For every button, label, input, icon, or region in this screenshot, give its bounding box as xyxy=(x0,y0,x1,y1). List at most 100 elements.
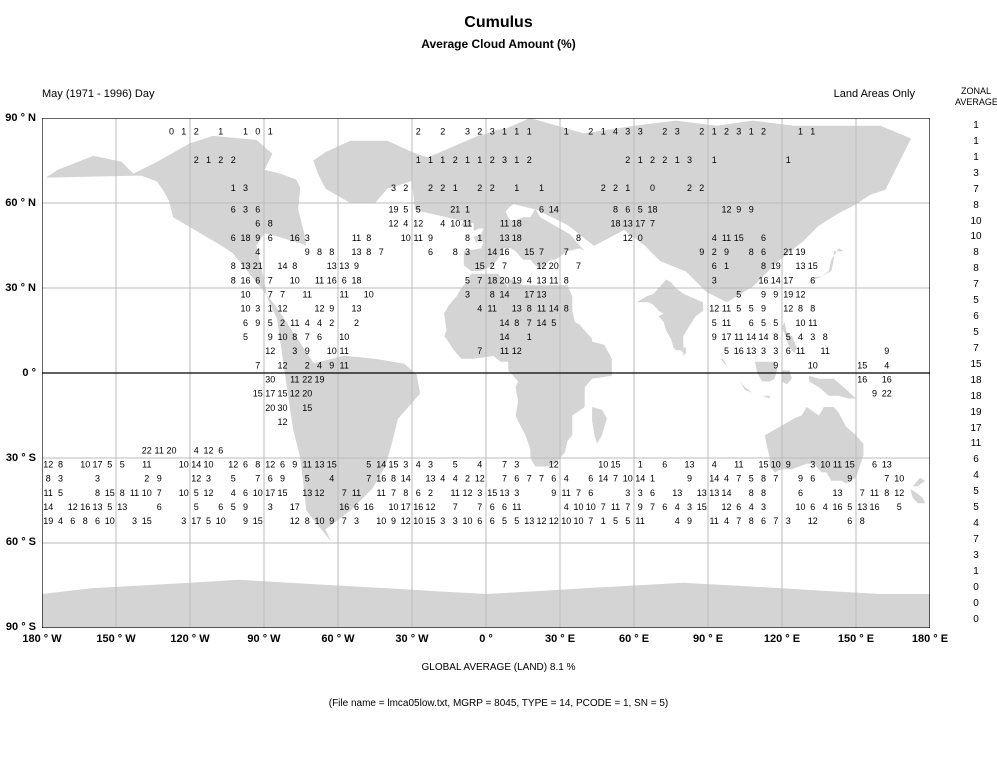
svg-text:11: 11 xyxy=(710,516,719,526)
svg-text:6: 6 xyxy=(749,318,754,328)
svg-text:12: 12 xyxy=(203,445,213,455)
svg-text:11: 11 xyxy=(352,233,361,243)
svg-text:6: 6 xyxy=(490,516,495,526)
svg-text:17: 17 xyxy=(92,459,102,469)
svg-text:0: 0 xyxy=(169,127,174,137)
svg-text:6: 6 xyxy=(650,488,655,498)
svg-text:10: 10 xyxy=(314,516,324,526)
svg-text:9: 9 xyxy=(761,304,766,314)
svg-text:18: 18 xyxy=(512,219,522,229)
svg-text:15: 15 xyxy=(697,502,707,512)
svg-text:13: 13 xyxy=(302,488,312,498)
svg-text:5: 5 xyxy=(749,304,754,314)
svg-text:11: 11 xyxy=(722,304,731,314)
svg-text:2: 2 xyxy=(194,155,199,165)
svg-text:8: 8 xyxy=(773,332,778,342)
svg-text:10: 10 xyxy=(376,516,386,526)
svg-text:1: 1 xyxy=(749,127,754,137)
svg-text:15: 15 xyxy=(425,516,435,526)
svg-text:8: 8 xyxy=(255,459,260,469)
svg-text:2: 2 xyxy=(329,318,334,328)
svg-text:12: 12 xyxy=(68,502,78,512)
svg-text:7: 7 xyxy=(305,332,310,342)
svg-text:7: 7 xyxy=(588,516,593,526)
svg-text:17: 17 xyxy=(783,275,793,285)
svg-text:15: 15 xyxy=(253,516,263,526)
svg-text:13: 13 xyxy=(425,474,435,484)
svg-text:12: 12 xyxy=(314,304,324,314)
svg-text:3: 3 xyxy=(354,516,359,526)
svg-text:15: 15 xyxy=(734,233,744,243)
svg-text:1: 1 xyxy=(638,155,643,165)
svg-text:5: 5 xyxy=(465,275,470,285)
svg-text:6: 6 xyxy=(157,502,162,512)
svg-text:6: 6 xyxy=(70,516,75,526)
svg-text:5: 5 xyxy=(613,516,618,526)
svg-text:2: 2 xyxy=(613,183,618,193)
svg-text:5: 5 xyxy=(736,289,741,299)
svg-text:11: 11 xyxy=(808,318,817,328)
svg-text:9: 9 xyxy=(329,516,334,526)
svg-text:11: 11 xyxy=(833,459,842,469)
svg-text:3: 3 xyxy=(675,127,680,137)
svg-text:3: 3 xyxy=(206,474,211,484)
svg-text:10: 10 xyxy=(339,332,349,342)
svg-text:2: 2 xyxy=(428,183,433,193)
svg-text:10: 10 xyxy=(203,459,213,469)
svg-text:2: 2 xyxy=(490,261,495,271)
svg-text:8: 8 xyxy=(366,247,371,257)
svg-text:22: 22 xyxy=(882,389,892,399)
svg-text:3: 3 xyxy=(761,346,766,356)
svg-text:14: 14 xyxy=(191,459,201,469)
svg-text:16: 16 xyxy=(413,502,423,512)
svg-text:8: 8 xyxy=(490,289,495,299)
svg-text:5: 5 xyxy=(897,502,902,512)
svg-text:6: 6 xyxy=(514,474,519,484)
svg-text:13: 13 xyxy=(499,488,509,498)
svg-text:12: 12 xyxy=(191,474,201,484)
svg-text:2: 2 xyxy=(625,155,630,165)
svg-text:10: 10 xyxy=(240,289,250,299)
svg-text:7: 7 xyxy=(342,488,347,498)
svg-text:12: 12 xyxy=(462,488,472,498)
svg-text:9: 9 xyxy=(798,474,803,484)
svg-text:3: 3 xyxy=(477,488,482,498)
svg-text:7: 7 xyxy=(576,488,581,498)
svg-text:14: 14 xyxy=(536,318,546,328)
svg-text:2: 2 xyxy=(477,183,482,193)
svg-text:3: 3 xyxy=(428,459,433,469)
svg-text:2: 2 xyxy=(305,360,310,370)
svg-text:1: 1 xyxy=(798,127,803,137)
svg-text:16: 16 xyxy=(882,374,892,384)
svg-text:4: 4 xyxy=(675,516,680,526)
svg-text:14: 14 xyxy=(499,332,509,342)
svg-text:0: 0 xyxy=(255,127,260,137)
svg-text:12: 12 xyxy=(265,346,275,356)
svg-text:8: 8 xyxy=(453,247,458,257)
svg-text:11: 11 xyxy=(722,318,731,328)
svg-text:16: 16 xyxy=(290,233,300,243)
svg-text:4: 4 xyxy=(453,474,458,484)
svg-text:5: 5 xyxy=(206,516,211,526)
svg-text:7: 7 xyxy=(255,474,260,484)
svg-text:6: 6 xyxy=(255,204,260,214)
svg-text:19: 19 xyxy=(314,374,324,384)
svg-text:1: 1 xyxy=(638,459,643,469)
svg-text:7: 7 xyxy=(736,474,741,484)
svg-text:12: 12 xyxy=(709,304,719,314)
svg-text:6: 6 xyxy=(625,204,630,214)
svg-text:19: 19 xyxy=(388,204,398,214)
svg-text:11: 11 xyxy=(315,275,324,285)
svg-text:10: 10 xyxy=(795,502,805,512)
svg-text:5: 5 xyxy=(107,502,112,512)
svg-text:6: 6 xyxy=(268,233,273,243)
svg-text:1: 1 xyxy=(428,155,433,165)
svg-text:1: 1 xyxy=(564,127,569,137)
svg-text:12: 12 xyxy=(290,389,300,399)
svg-text:15: 15 xyxy=(487,488,497,498)
svg-text:4: 4 xyxy=(675,502,680,512)
svg-text:2: 2 xyxy=(453,155,458,165)
svg-text:3: 3 xyxy=(625,488,630,498)
svg-text:1: 1 xyxy=(243,127,248,137)
svg-text:10: 10 xyxy=(253,488,263,498)
